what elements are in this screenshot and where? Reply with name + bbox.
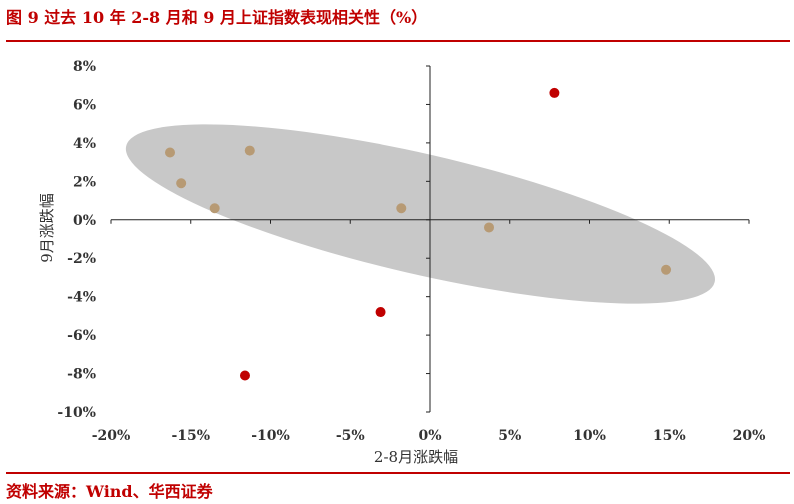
x-axis-label: 2-8月涨跌幅 xyxy=(374,448,458,466)
x-tick-label: 20% xyxy=(733,428,766,444)
bottom-divider xyxy=(6,472,790,474)
correlation-ellipse-layer xyxy=(125,124,715,304)
y-tick-label: -8% xyxy=(67,367,96,383)
y-tick-label: 4% xyxy=(73,136,96,152)
source-note: 资料来源：Wind、华西证券 xyxy=(6,482,213,501)
data-point xyxy=(176,178,187,189)
y-tick-label: 2% xyxy=(73,174,96,190)
y-tick-label: 6% xyxy=(73,97,96,113)
chart-title: 图 9 过去 10 年 2-8 月和 9 月上证指数表现相关性（%） xyxy=(6,8,428,27)
x-tick-label: -5% xyxy=(336,428,365,444)
x-tick-label: 0% xyxy=(418,428,441,444)
y-tick-label: -6% xyxy=(67,328,96,344)
x-tick-label: -10% xyxy=(251,428,290,444)
x-tick-label: -15% xyxy=(171,428,210,444)
y-tick-label: -2% xyxy=(67,251,96,267)
data-point xyxy=(396,203,407,214)
correlation-ellipse xyxy=(125,124,715,304)
data-point-highlight xyxy=(549,87,560,98)
data-point-highlight xyxy=(375,307,386,318)
data-point xyxy=(209,203,220,214)
y-tick-label: 0% xyxy=(73,213,96,229)
top-divider xyxy=(6,40,790,42)
x-tick-label: 10% xyxy=(573,428,606,444)
data-points xyxy=(165,87,672,381)
x-tick-label: 5% xyxy=(498,428,521,444)
y-tick-label: -10% xyxy=(57,405,96,421)
x-tick-label: 15% xyxy=(653,428,686,444)
data-point xyxy=(484,222,495,233)
data-point-highlight xyxy=(239,370,250,381)
data-point xyxy=(661,264,672,275)
y-tick-label: 8% xyxy=(73,59,96,75)
data-point xyxy=(165,147,176,158)
axes xyxy=(110,65,750,413)
y-axis-label: 9月涨跌幅 xyxy=(38,193,56,263)
y-tick-label: -4% xyxy=(67,290,96,306)
data-point xyxy=(244,145,255,156)
x-tick-label: -20% xyxy=(92,428,131,444)
tick-labels: -20% -15% -10% -5% 0% 5% 10% 15% 20% 8% 6% 4% 2% 0% -2… xyxy=(57,59,765,444)
